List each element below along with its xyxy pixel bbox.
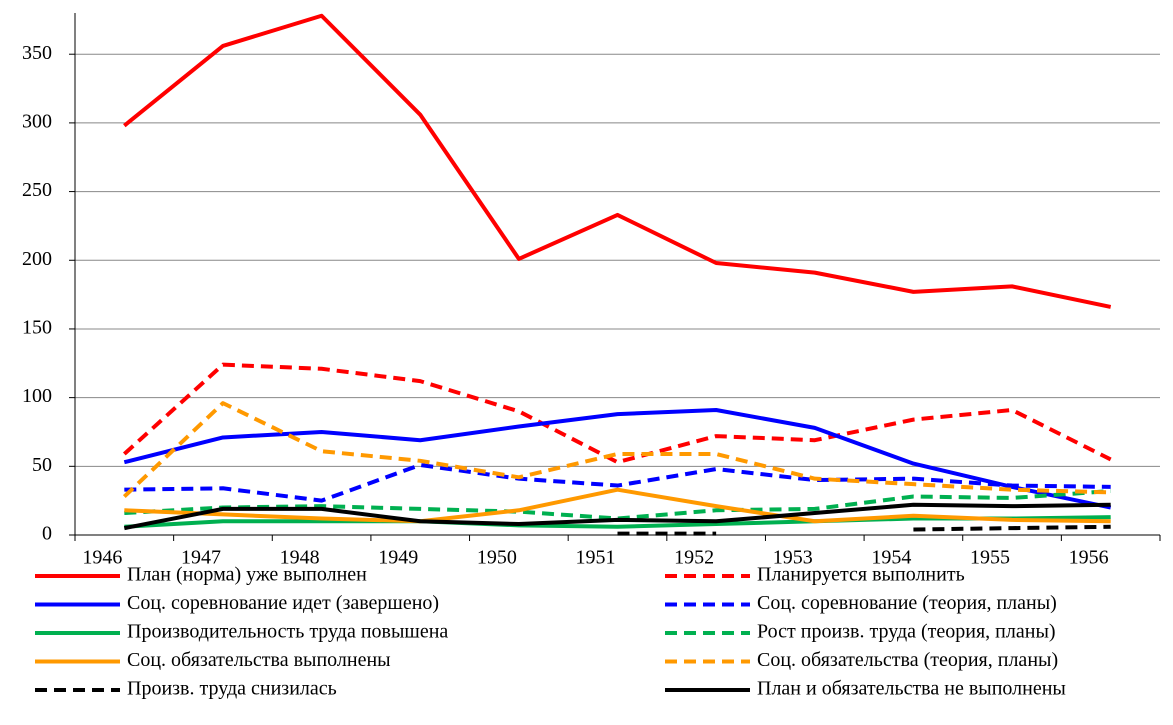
- legend-label: Соц. соревнование идет (завершено): [127, 592, 439, 614]
- series-line: [122, 362, 1112, 465]
- y-tick-label: 100: [22, 385, 52, 407]
- x-tick-label: 1954: [871, 547, 911, 569]
- series-line: [123, 407, 1112, 510]
- x-tick-label: 1947: [181, 547, 221, 569]
- legend-label: Соц. соревнование (теория, планы): [757, 592, 1057, 614]
- legend-label: Производительность труда повышена: [127, 621, 448, 643]
- legend-label: Планируется выполнить: [757, 564, 965, 586]
- legend-label: План (норма) уже выполнен: [127, 564, 367, 586]
- series-line: [123, 13, 1112, 309]
- y-tick-label: 150: [22, 317, 52, 339]
- series-line: [123, 502, 1111, 531]
- legend-label: Произв. труда снизилась: [127, 678, 337, 700]
- legend-label: Соц. обязательства выполнены: [127, 649, 391, 671]
- series-line: [124, 489, 1111, 521]
- y-tick-label: 300: [22, 110, 52, 132]
- legend-label: План и обязательства не выполнены: [757, 678, 1066, 700]
- y-tick-label: 250: [22, 179, 52, 201]
- series-line: [617, 524, 1111, 536]
- x-tick-label: 1955: [970, 547, 1010, 569]
- x-tick-label: 1953: [773, 547, 813, 569]
- y-tick-label: 200: [22, 248, 52, 270]
- x-tick-label: 1956: [1069, 547, 1109, 569]
- series-line: [124, 487, 1111, 524]
- x-tick-label: 1952: [674, 547, 714, 569]
- series-line: [122, 401, 1111, 498]
- x-tick-label: 1949: [378, 547, 418, 569]
- x-tick-label: 1950: [477, 547, 517, 569]
- y-tick-label: 50: [32, 454, 52, 476]
- x-tick-label: 1946: [82, 547, 122, 569]
- y-tick-label: 350: [22, 42, 52, 64]
- series-line: [124, 462, 1111, 503]
- x-tick-label: 1948: [280, 547, 320, 569]
- legend-label: Рост произв. труда (теория, планы): [757, 621, 1056, 643]
- y-tick-label: 0: [42, 523, 52, 545]
- x-tick-label: 1951: [576, 547, 616, 569]
- legend-label: Соц. обязательства (теория, планы): [757, 649, 1058, 671]
